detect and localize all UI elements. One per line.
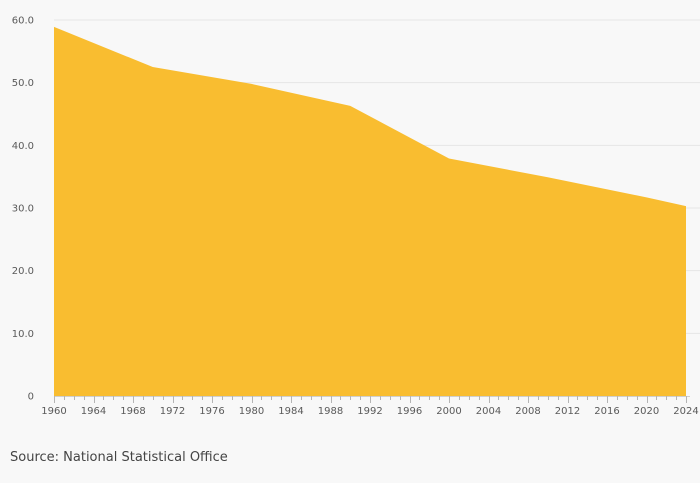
x-tick-label: 1964 <box>81 406 106 417</box>
source-note: Source: National Statistical Office <box>10 450 228 465</box>
y-tick-label: 10.0 <box>12 329 34 340</box>
chart-svg: 0 10.0 20.0 30.0 40.0 50.0 60.0 1960 1964 1968 197… <box>12 16 700 418</box>
x-tick-label: 1976 <box>199 406 224 417</box>
area-layer <box>54 26 686 396</box>
x-tick-label: 1992 <box>357 406 382 417</box>
area-chart: 0 10.0 20.0 30.0 40.0 50.0 60.0 1960 1964 1968 197… <box>12 16 700 418</box>
x-tick-label: 1968 <box>120 406 145 417</box>
y-tick-label: 0 <box>28 392 34 403</box>
y-tick-label: 30.0 <box>12 204 34 215</box>
y-tick-label: 40.0 <box>12 141 34 152</box>
x-tick-label: 2016 <box>594 406 619 417</box>
x-tick-label: 2008 <box>515 406 540 417</box>
x-tick-label: 2000 <box>436 406 461 417</box>
x-tick-label: 1972 <box>160 406 185 417</box>
y-tick-label: 60.0 <box>12 16 34 27</box>
axis-layer <box>54 396 690 403</box>
x-tick-label: 2004 <box>476 406 501 417</box>
label-layer: 0 10.0 20.0 30.0 40.0 50.0 60.0 1960 1964 1968 197… <box>12 16 699 418</box>
series-area <box>54 26 686 396</box>
x-tick-label: 2012 <box>555 406 580 417</box>
y-tick-label: 20.0 <box>12 266 34 277</box>
x-tick-label: 2024 <box>673 406 698 417</box>
x-tick-label: 1996 <box>397 406 422 417</box>
x-tick-label: 1980 <box>239 406 264 417</box>
y-tick-label: 50.0 <box>12 78 34 89</box>
x-tick-label: 2020 <box>634 406 659 417</box>
x-tick-label: 1988 <box>318 406 343 417</box>
x-tick-label: 1984 <box>278 406 303 417</box>
x-tick-label: 1960 <box>41 406 66 417</box>
